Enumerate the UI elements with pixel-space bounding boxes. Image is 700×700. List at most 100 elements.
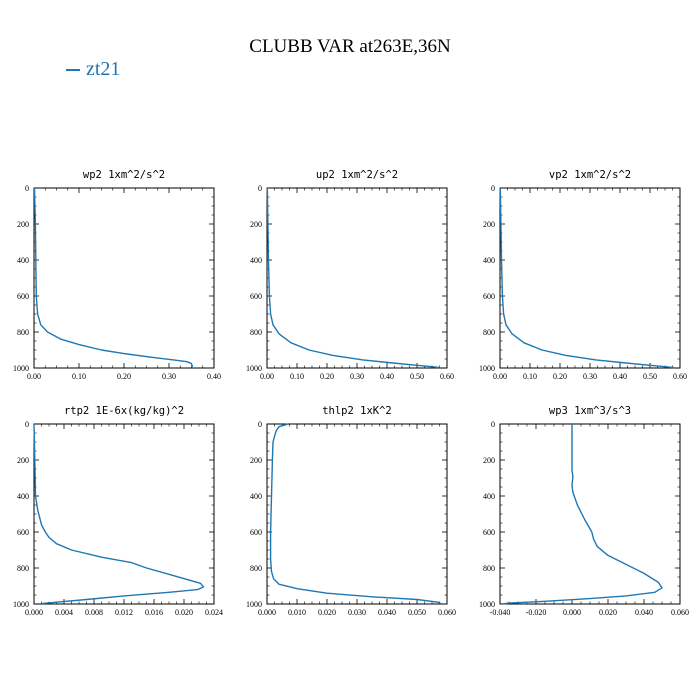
y-tick-label: 0 (25, 420, 29, 429)
x-tick-label: 0.060 (671, 608, 689, 617)
x-tick-label: 0.60 (440, 372, 454, 381)
series-line-zt21 (501, 424, 663, 605)
x-tick-label: 0.004 (55, 608, 73, 617)
x-tick-label: 0.050 (408, 608, 426, 617)
x-tick-label: 0.000 (25, 608, 43, 617)
x-tick-label: 0.10 (523, 372, 537, 381)
x-tick-label: 0.008 (85, 608, 103, 617)
subplot-5: thlp2 1xK^2 0.000 0.010 0.020 0.030 0.040 0.05… (246, 405, 456, 617)
legend: zt21 (66, 58, 120, 81)
subplot-title: wp2 1xm^2/s^2 (83, 169, 165, 181)
subplot-1: wp2 1xm^2/s^2 0.00 0.10 0.20 0.30 0.40 0 200 400… (13, 169, 221, 381)
y-tick-label: 800 (17, 564, 29, 573)
y-tick-label: 800 (483, 328, 495, 337)
plot-frame (266, 423, 448, 605)
x-tick-label: 0.10 (290, 372, 304, 381)
y-tick-label: 0 (258, 420, 262, 429)
series-line-zt21 (269, 423, 442, 605)
y-tick-label: 1000 (479, 364, 495, 373)
x-tick-label: 0.40 (207, 372, 221, 381)
series-line-zt21 (266, 187, 440, 369)
y-tick-label: 800 (250, 328, 262, 337)
x-tick-label: 0.030 (348, 608, 366, 617)
y-tick-label: 0 (491, 420, 495, 429)
y-tick-label: 600 (250, 292, 262, 301)
y-tick-label: 400 (17, 492, 29, 501)
x-tick-label: 0.00 (27, 372, 41, 381)
x-tick-label: 0.20 (320, 372, 334, 381)
y-tick-label: 600 (483, 292, 495, 301)
subplot-2: up2 1xm^2/s^2 0.00 0.10 0.20 0.30 0.40 0.50 0.6… (246, 169, 454, 381)
x-tick-label: 0.010 (288, 608, 306, 617)
x-tick-label: 0.30 (162, 372, 176, 381)
y-tick-label: 200 (17, 220, 29, 229)
x-tick-label: 0.50 (410, 372, 424, 381)
y-tick-label: 800 (250, 564, 262, 573)
series-line-zt21 (33, 187, 194, 368)
x-tick-label: -0.020 (526, 608, 547, 617)
y-tick-label: 1000 (246, 600, 262, 609)
x-tick-label: 0.30 (583, 372, 597, 381)
y-tick-label: 800 (483, 564, 495, 573)
subplot-6: wp3 1xm^3/s^3 -0.040 -0.020 0.000 0.020 0.040… (479, 405, 689, 617)
plot-frame (266, 187, 448, 369)
x-tick-label: 0.20 (117, 372, 131, 381)
x-tick-label: 0.012 (115, 608, 133, 617)
x-tick-label: 0.040 (635, 608, 653, 617)
plot-frame (499, 423, 681, 605)
legend-label: zt21 (86, 58, 121, 80)
x-tick-label: 0.30 (350, 372, 364, 381)
x-tick-label: 0.40 (380, 372, 394, 381)
y-tick-label: 1000 (479, 600, 495, 609)
x-tick-label: 0.000 (258, 608, 276, 617)
y-tick-label: 200 (17, 456, 29, 465)
x-tick-label: 0.060 (438, 608, 456, 617)
y-tick-label: 400 (17, 256, 29, 265)
x-tick-label: 0.016 (145, 608, 163, 617)
y-tick-label: 400 (250, 492, 262, 501)
y-tick-label: 400 (483, 492, 495, 501)
y-tick-label: 600 (17, 528, 29, 537)
y-tick-label: 0 (491, 184, 495, 193)
y-tick-label: 400 (483, 256, 495, 265)
y-tick-label: 400 (250, 256, 262, 265)
x-tick-label: 0.00 (260, 372, 274, 381)
y-tick-label: 600 (250, 528, 262, 537)
x-tick-label: 0.00 (493, 372, 507, 381)
subplot-title: up2 1xm^2/s^2 (316, 169, 398, 181)
y-tick-label: 200 (483, 456, 495, 465)
subplot-title: wp3 1xm^3/s^3 (549, 405, 631, 417)
page-title: CLUBB VAR at263E,36N (249, 36, 451, 57)
x-tick-label: 0.020 (175, 608, 193, 617)
y-tick-label: 600 (17, 292, 29, 301)
x-tick-label: 0.40 (613, 372, 627, 381)
subplot-title: thlp2 1xK^2 (322, 405, 392, 417)
subplot-4: rtp2 1E-6x(kg/kg)^2 0.000 0.004 0.008 0.012 0… (13, 405, 223, 617)
x-tick-label: 0.020 (599, 608, 617, 617)
x-tick-label: 0.10 (72, 372, 86, 381)
y-tick-label: 1000 (246, 364, 262, 373)
series-line-zt21 (499, 187, 675, 369)
y-tick-label: 0 (258, 184, 262, 193)
plot-frame (33, 187, 215, 369)
subplot-3: vp2 1xm^2/s^2 0.00 0.10 0.20 0.30 0.40 0.50 0.6… (479, 169, 687, 381)
x-tick-label: 0.50 (643, 372, 657, 381)
x-tick-label: 0.20 (553, 372, 567, 381)
y-tick-label: 200 (250, 456, 262, 465)
subplot-title: rtp2 1E-6x(kg/kg)^2 (64, 405, 184, 417)
y-tick-label: 1000 (13, 600, 29, 609)
x-tick-label: -0.040 (490, 608, 511, 617)
y-tick-label: 200 (483, 220, 495, 229)
y-tick-label: 800 (17, 328, 29, 337)
y-tick-label: 0 (25, 184, 29, 193)
subplot-title: vp2 1xm^2/s^2 (549, 169, 631, 181)
y-tick-label: 600 (483, 528, 495, 537)
x-tick-label: 0.000 (563, 608, 581, 617)
y-tick-label: 200 (250, 220, 262, 229)
plot-frame (33, 423, 215, 605)
y-tick-label: 1000 (13, 364, 29, 373)
x-tick-label: 0.60 (673, 372, 687, 381)
plot-frame (499, 187, 681, 369)
series-line-zt21 (33, 423, 205, 605)
x-tick-label: 0.040 (378, 608, 396, 617)
